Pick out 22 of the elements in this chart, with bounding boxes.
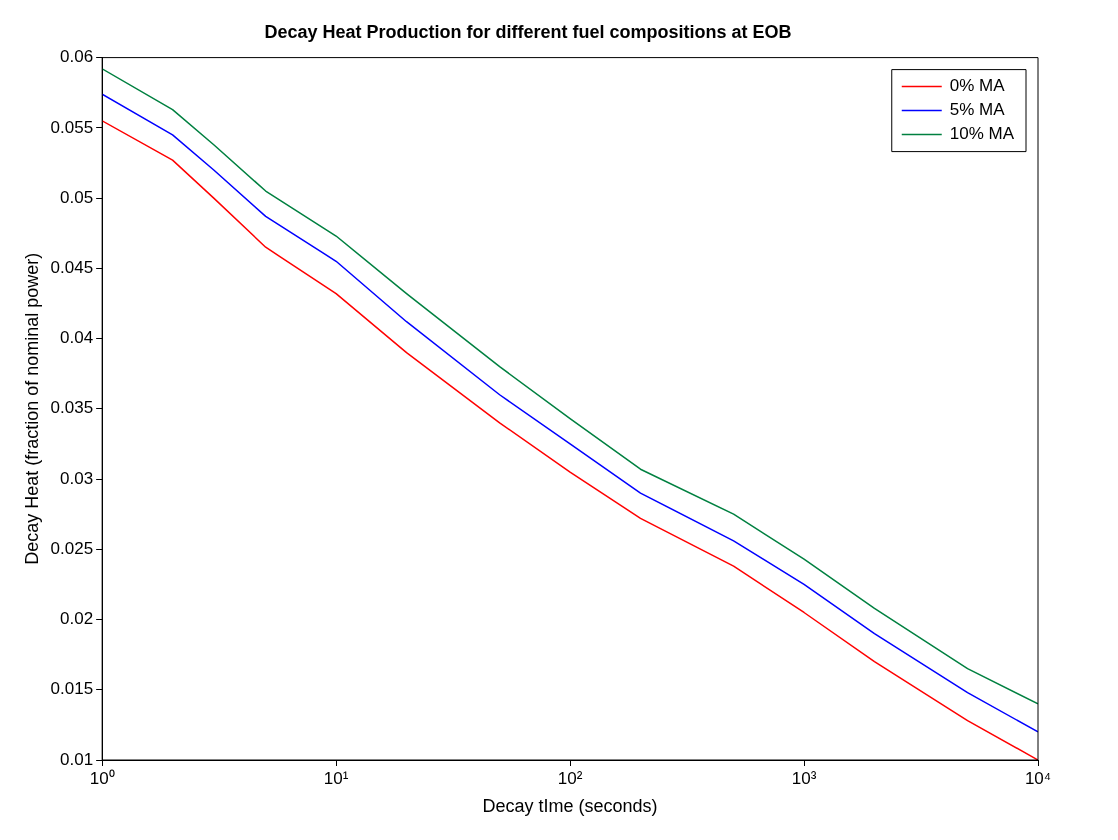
x-tick-label: 10³ <box>791 768 817 788</box>
y-tick-label: 0.06 <box>60 47 94 67</box>
y-tick-label: 0.045 <box>50 258 94 278</box>
x-axis-title: Decay tIme (seconds) <box>482 796 658 817</box>
chart-title: Decay Heat Production for different fuel compositions at EOB <box>264 21 792 42</box>
y-axis-title: Decay Heat (fraction of nominal power) <box>21 252 42 565</box>
legend-label: 5% MA <box>949 100 1006 120</box>
y-tick-label: 0.02 <box>60 609 94 629</box>
y-tick-label: 0.055 <box>50 117 94 137</box>
y-tick-label: 0.025 <box>50 538 94 558</box>
x-tick-label: 10¹ <box>323 768 349 788</box>
y-tick-label: 0.04 <box>60 328 94 348</box>
legend-label: 10% MA <box>949 124 1015 144</box>
x-tick-label: 10⁴ <box>1024 768 1052 788</box>
x-tick-label: 10⁰ <box>89 768 115 788</box>
y-tick-label: 0.035 <box>50 398 94 418</box>
y-tick-label: 0.01 <box>60 749 94 769</box>
legend-label: 0% MA <box>949 76 1006 96</box>
y-tick-label: 0.03 <box>60 468 94 488</box>
x-tick-label: 10² <box>557 768 583 788</box>
y-tick-label: 0.05 <box>60 187 94 207</box>
y-tick-label: 0.015 <box>50 679 94 699</box>
